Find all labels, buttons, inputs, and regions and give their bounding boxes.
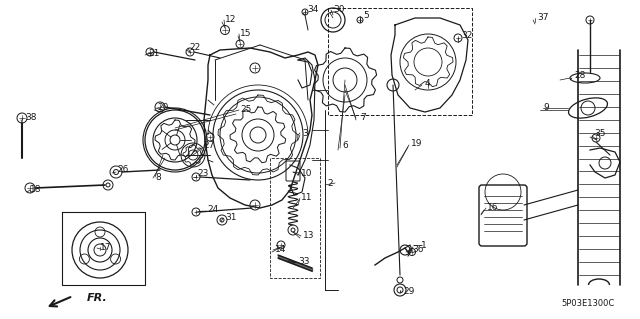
Text: 32: 32 <box>461 32 472 41</box>
Text: 16: 16 <box>487 204 499 212</box>
Text: 19: 19 <box>411 138 422 147</box>
Text: FR.: FR. <box>87 293 108 303</box>
Text: 4: 4 <box>425 78 431 87</box>
Text: 37: 37 <box>537 13 548 23</box>
Text: 33: 33 <box>298 257 310 266</box>
Text: 36: 36 <box>412 244 424 254</box>
Text: 23: 23 <box>197 168 209 177</box>
Text: 17: 17 <box>100 242 111 251</box>
Text: 6: 6 <box>342 142 348 151</box>
Text: 15: 15 <box>240 29 252 39</box>
Text: 21: 21 <box>148 48 159 57</box>
Text: 2: 2 <box>327 179 333 188</box>
Text: 34: 34 <box>307 5 318 14</box>
Text: 9: 9 <box>543 103 548 113</box>
Text: 11: 11 <box>301 194 312 203</box>
Text: 5: 5 <box>363 11 369 20</box>
Text: 35: 35 <box>594 130 605 138</box>
Text: 29: 29 <box>403 286 414 295</box>
Text: 14: 14 <box>275 246 286 255</box>
Text: 5P03E1300C: 5P03E1300C <box>562 299 615 308</box>
Text: 10: 10 <box>301 168 312 177</box>
Text: 12: 12 <box>225 16 236 25</box>
Text: 26: 26 <box>117 166 129 174</box>
Text: 28: 28 <box>574 71 586 80</box>
Text: 7: 7 <box>360 114 365 122</box>
Text: 18: 18 <box>30 186 42 195</box>
Text: 38: 38 <box>25 114 36 122</box>
Text: 24: 24 <box>207 204 218 213</box>
Text: 30: 30 <box>333 5 344 14</box>
Text: 31: 31 <box>225 212 237 221</box>
Text: 20: 20 <box>157 103 168 113</box>
Text: 8: 8 <box>155 173 161 182</box>
Text: 27: 27 <box>203 142 214 151</box>
Text: 22: 22 <box>189 43 200 53</box>
Text: 13: 13 <box>303 232 314 241</box>
Text: —1: —1 <box>413 241 428 249</box>
Text: 25: 25 <box>240 106 252 115</box>
Text: 3: 3 <box>302 129 308 137</box>
